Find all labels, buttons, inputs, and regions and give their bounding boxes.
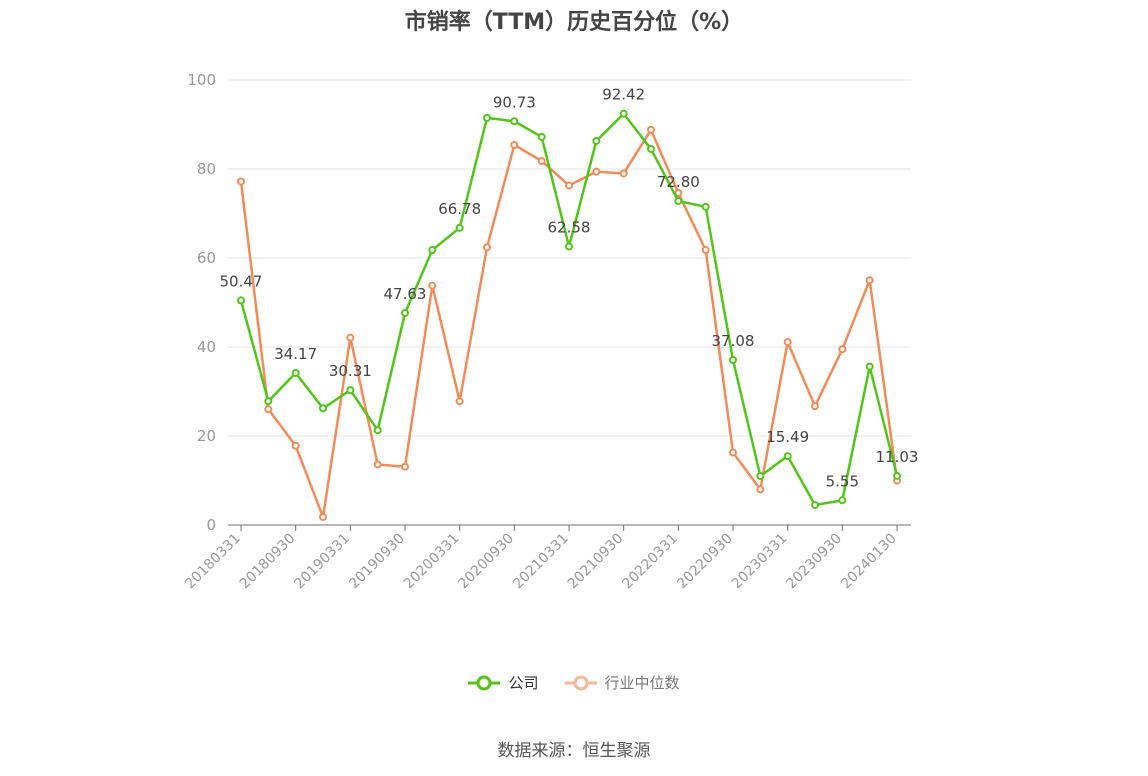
legend-item-industry[interactable]: 行业中位数 bbox=[564, 672, 680, 693]
data-point-industry bbox=[237, 177, 245, 186]
x-tick-label: 20190331 bbox=[291, 531, 353, 593]
y-tick-label: 0 bbox=[206, 516, 216, 534]
data-point-industry bbox=[729, 448, 737, 457]
data-label: 47.63 bbox=[384, 285, 427, 303]
data-point-industry bbox=[865, 276, 874, 285]
data-label: 5.55 bbox=[826, 472, 859, 490]
legend-company-line-icon bbox=[468, 675, 501, 690]
data-point-company bbox=[811, 500, 819, 509]
data-point-industry bbox=[510, 140, 519, 149]
data-label: 92.42 bbox=[602, 86, 645, 104]
series-line-company bbox=[239, 112, 899, 507]
x-tick-label: 20190930 bbox=[346, 531, 408, 593]
data-label: 11.03 bbox=[876, 448, 919, 466]
y-tick-label: 40 bbox=[197, 338, 216, 356]
data-point-industry bbox=[647, 125, 655, 134]
data-point-industry bbox=[619, 169, 628, 178]
data-point-company bbox=[401, 309, 409, 318]
data-point-industry bbox=[428, 281, 437, 290]
data-point-company bbox=[537, 132, 546, 141]
data-point-company bbox=[483, 113, 491, 122]
data-point-company bbox=[674, 197, 683, 206]
data-point-company bbox=[592, 136, 601, 145]
data-label: 72.80 bbox=[657, 173, 700, 191]
data-point-company bbox=[346, 386, 355, 395]
x-tick-label: 20220331 bbox=[619, 531, 681, 593]
data-point-company bbox=[455, 223, 464, 232]
data-point-industry bbox=[701, 245, 710, 254]
data-point-company bbox=[647, 144, 655, 153]
data-point-company bbox=[838, 496, 847, 505]
x-tick-label: 20200930 bbox=[455, 531, 517, 593]
data-point-company bbox=[291, 368, 300, 377]
data-label: 66.78 bbox=[438, 200, 481, 218]
data-point-industry bbox=[346, 333, 355, 342]
chart-legend: 公司 行业中位数 bbox=[0, 672, 1148, 693]
data-point-company bbox=[510, 117, 519, 126]
data-point-industry bbox=[373, 460, 382, 469]
data-point-industry bbox=[592, 167, 601, 176]
data-point-industry bbox=[838, 345, 847, 354]
legend-industry-line-icon bbox=[564, 675, 597, 690]
data-point-industry bbox=[455, 397, 464, 406]
data-point-company bbox=[373, 426, 382, 435]
data-label: 37.08 bbox=[712, 332, 755, 350]
x-tick-label: 20230930 bbox=[783, 531, 845, 593]
x-tick-label: 20200331 bbox=[401, 531, 463, 593]
data-point-company bbox=[264, 397, 273, 406]
data-point-industry bbox=[783, 338, 792, 347]
y-tick-label: 100 bbox=[187, 71, 216, 89]
legend-company-label: 公司 bbox=[508, 674, 539, 692]
data-point-industry bbox=[811, 402, 819, 411]
x-tick-label: 20230331 bbox=[729, 531, 791, 593]
data-point-company bbox=[428, 245, 437, 254]
x-tick-label: 20240130 bbox=[838, 531, 900, 593]
legend-industry-label: 行业中位数 bbox=[604, 674, 680, 692]
data-point-company bbox=[237, 296, 245, 305]
data-label: 15.49 bbox=[766, 428, 809, 446]
data-point-company bbox=[729, 355, 737, 364]
data-point-industry bbox=[401, 462, 409, 471]
data-label: 62.58 bbox=[548, 219, 591, 237]
legend-item-company[interactable]: 公司 bbox=[468, 672, 539, 693]
data-point-company bbox=[619, 109, 628, 118]
data-point-industry bbox=[537, 156, 546, 165]
data-point-industry bbox=[756, 485, 765, 494]
data-point-industry bbox=[565, 181, 573, 190]
data-label: 30.31 bbox=[329, 362, 372, 380]
x-tick-label: 20180331 bbox=[182, 531, 244, 593]
data-point-company bbox=[893, 471, 901, 480]
chart-title: 市销率（TTM）历史百分位（%） bbox=[404, 10, 744, 35]
y-tick-label: 60 bbox=[197, 249, 216, 267]
data-label: 50.47 bbox=[220, 272, 263, 290]
x-tick-label: 20210930 bbox=[565, 531, 627, 593]
y-tick-label: 20 bbox=[197, 427, 216, 445]
data-point-industry bbox=[291, 441, 300, 450]
data-point-industry bbox=[264, 405, 273, 414]
data-point-company bbox=[783, 452, 792, 461]
data-point-industry bbox=[483, 243, 491, 252]
data-point-company bbox=[756, 472, 765, 481]
x-tick-label: 20220930 bbox=[674, 531, 736, 593]
data-source-note: 数据来源：恒生聚源 bbox=[497, 741, 651, 761]
data-point-company bbox=[319, 404, 327, 413]
x-tick-label: 20180930 bbox=[237, 531, 299, 593]
data-label: 34.17 bbox=[274, 345, 317, 363]
data-point-company bbox=[565, 242, 573, 251]
data-point-company bbox=[701, 202, 710, 211]
data-point-company bbox=[865, 362, 874, 371]
data-label: 90.73 bbox=[493, 93, 536, 111]
x-tick-label: 20210331 bbox=[510, 531, 572, 593]
data-point-industry bbox=[319, 512, 327, 521]
y-tick-label: 80 bbox=[197, 160, 216, 178]
